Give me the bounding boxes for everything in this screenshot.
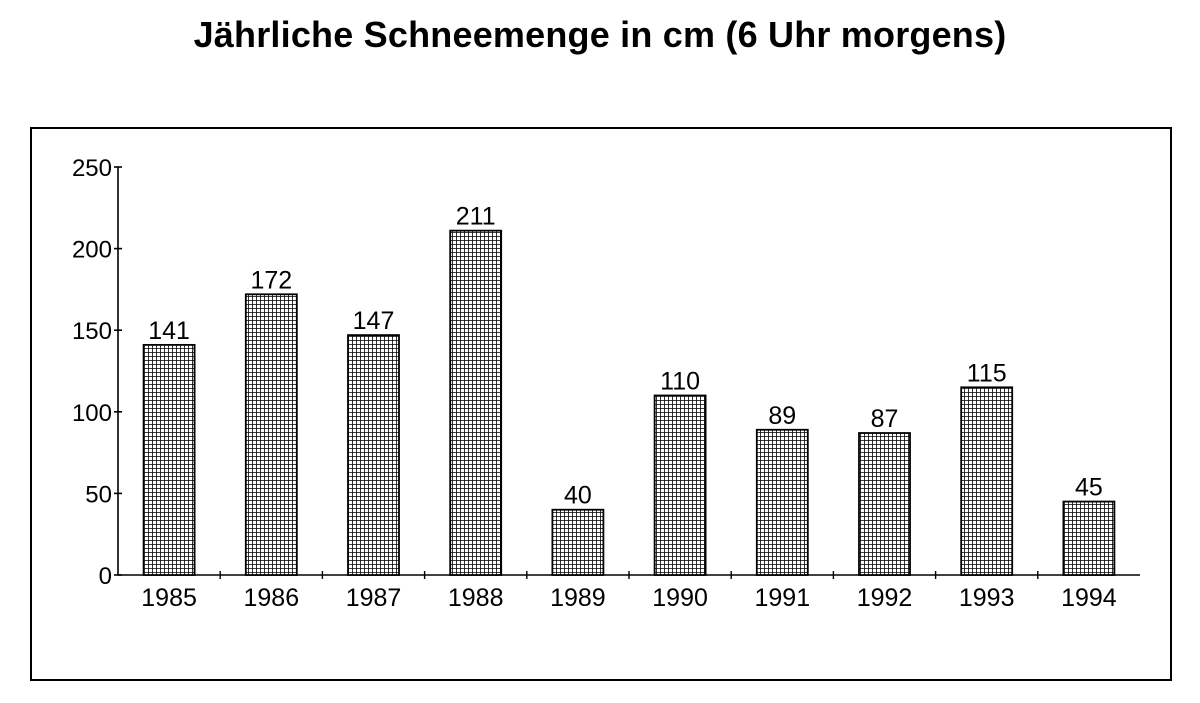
x-tick-label-1993: 1993 (959, 584, 1015, 612)
bar-1985 (142, 343, 196, 576)
x-tick-label-1987: 1987 (346, 584, 402, 612)
x-tick-label-1990: 1990 (652, 584, 708, 612)
data-label-1990: 110 (660, 367, 700, 395)
data-label-1987: 147 (353, 307, 395, 335)
bar-1993 (960, 386, 1014, 576)
y-tick-label: 0 (99, 563, 112, 590)
chart-title: Jährliche Schneemenge in cm (6 Uhr morge… (193, 14, 1007, 55)
y-tick-label: 100 (72, 400, 112, 427)
bar-1994 (1062, 500, 1116, 576)
y-tick-label: 50 (85, 481, 112, 508)
y-tick-label: 200 (72, 237, 112, 264)
data-label-1988: 211 (456, 203, 496, 231)
data-label-1993: 115 (967, 359, 1007, 387)
x-tick-label-1994: 1994 (1061, 584, 1117, 612)
bar-1989 (551, 508, 605, 576)
bar-1987 (347, 334, 400, 576)
bar-1992 (858, 432, 911, 576)
x-tick-label-1986: 1986 (243, 584, 299, 612)
data-label-1994: 45 (1075, 474, 1103, 502)
data-label-1989: 40 (564, 482, 592, 510)
x-tick-label-1992: 1992 (857, 584, 913, 612)
data-label-1985: 141 (148, 317, 190, 345)
x-tick-label-1991: 1991 (754, 584, 810, 612)
data-label-1991: 89 (768, 402, 796, 430)
bar-1988 (449, 229, 503, 576)
y-tick-label: 150 (72, 318, 112, 345)
bar-1990 (653, 394, 707, 576)
data-label-1986: 172 (250, 266, 292, 294)
bar-1986 (244, 293, 298, 576)
x-tick-label-1985: 1985 (141, 584, 197, 612)
chart-frame (30, 127, 1172, 681)
bar-1991 (755, 428, 809, 576)
data-label-1992: 87 (871, 405, 899, 433)
x-tick-label-1988: 1988 (448, 584, 504, 612)
x-tick-label-1989: 1989 (550, 584, 606, 612)
y-tick-label: 250 (72, 155, 112, 182)
